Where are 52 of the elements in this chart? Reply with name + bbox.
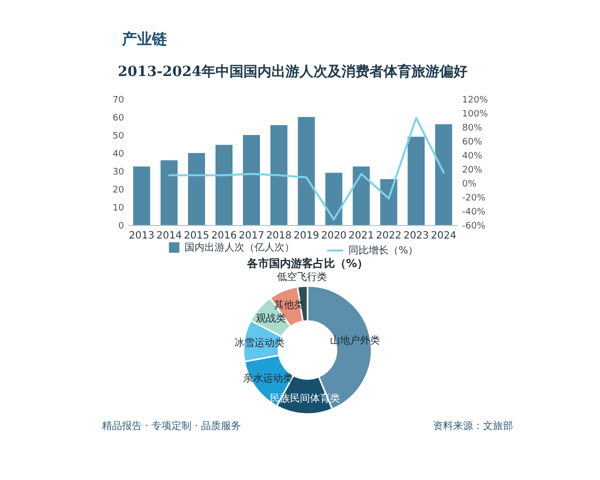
x-tick-label: 2016 bbox=[211, 230, 237, 242]
x-tick-label: 2017 bbox=[238, 230, 264, 242]
y2-tick-label: 60% bbox=[462, 138, 483, 148]
y-tick-label: 10 bbox=[112, 204, 124, 214]
y2-tick-label: 80% bbox=[462, 124, 483, 134]
x-tick-label: 2023 bbox=[403, 230, 429, 242]
bar bbox=[380, 179, 398, 225]
y2-tick-label: 100% bbox=[462, 110, 488, 120]
bar bbox=[435, 124, 452, 225]
x-tick-label: 2019 bbox=[294, 230, 320, 242]
bar bbox=[160, 160, 178, 225]
x-tick-label: 2015 bbox=[184, 230, 210, 242]
y2-tick-label: 40% bbox=[462, 152, 483, 162]
text: 产业链 bbox=[121, 30, 168, 48]
y2-tick-label: 20% bbox=[462, 166, 483, 176]
bar bbox=[133, 166, 150, 225]
bar bbox=[408, 136, 425, 225]
y2-tick-label: -20% bbox=[462, 194, 486, 204]
y-tick-label: 0 bbox=[118, 222, 124, 232]
bar bbox=[242, 135, 260, 225]
x-tick-label: 2021 bbox=[348, 230, 374, 242]
bar bbox=[298, 117, 315, 225]
chart-title: 各市国内游客占比（%） bbox=[246, 257, 368, 270]
y-tick-label: 40 bbox=[112, 150, 124, 160]
bar bbox=[325, 172, 342, 225]
y-tick-label: 50 bbox=[112, 132, 124, 142]
y-tick-label: 60 bbox=[112, 114, 124, 124]
line-series bbox=[168, 116, 445, 220]
y2-tick-label: -60% bbox=[462, 222, 486, 232]
bar bbox=[270, 125, 288, 225]
chart-title: 2013-2024年中国国内出游人次及消费者体育旅游偏好 bbox=[118, 63, 468, 80]
x-tick-label: 2022 bbox=[376, 230, 402, 242]
slice-label: 观战类 bbox=[256, 312, 286, 324]
y2-tick-label: -40% bbox=[462, 208, 486, 218]
bar bbox=[188, 153, 206, 225]
y-tick-label: 20 bbox=[112, 186, 124, 196]
x-tick-label: 2013 bbox=[128, 230, 154, 242]
legend-label: 同比增长（%） bbox=[348, 244, 418, 256]
y2-tick-label: 120% bbox=[462, 96, 488, 106]
x-tick-label: 2020 bbox=[321, 230, 347, 242]
text: 资料来源：文旅部 bbox=[433, 420, 513, 432]
x-tick-label: 2018 bbox=[266, 230, 292, 242]
y-tick-label: 30 bbox=[112, 168, 124, 178]
slice-label: 低空飞行类 bbox=[276, 271, 327, 284]
text: 精品报告 · 专项定制 · 品质服务 bbox=[102, 420, 242, 432]
x-tick-label: 2024 bbox=[430, 230, 456, 242]
bar bbox=[352, 166, 370, 225]
x-tick-label: 2014 bbox=[156, 230, 182, 242]
legend-label: 国内出游人次（亿人次） bbox=[184, 242, 295, 254]
y2-tick-label: 0% bbox=[462, 180, 477, 190]
y-tick-label: 70 bbox=[112, 96, 124, 106]
bar bbox=[215, 144, 233, 225]
